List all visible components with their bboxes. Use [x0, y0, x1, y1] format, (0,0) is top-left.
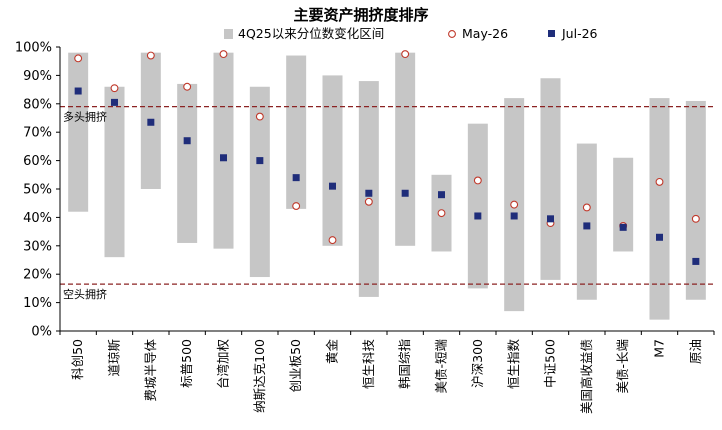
x-tick-label: 标普500: [179, 339, 194, 388]
range-bar: [104, 86, 125, 258]
may-marker: [74, 54, 83, 63]
legend-may-marker: [448, 30, 456, 38]
may-marker: [510, 200, 519, 209]
legend-range-label: 4Q25以来分位数变化区间: [238, 26, 384, 41]
y-tick-label: 40%: [23, 211, 52, 226]
range-bar: [358, 81, 379, 297]
jul-marker: [183, 137, 191, 145]
may-marker: [183, 82, 192, 91]
x-tick-label: 费城半导体: [143, 339, 158, 402]
x-tick-label: 美债-短端: [434, 339, 449, 394]
jul-marker: [329, 182, 336, 190]
range-bar: [467, 123, 488, 289]
may-marker: [255, 112, 264, 121]
x-tick-label: 黄金: [325, 339, 340, 365]
jul-marker: [147, 118, 155, 126]
x-tick-label: 恒生指数: [506, 339, 521, 390]
jul-marker: [401, 189, 409, 197]
legend: 4Q25以来分位数变化区间 May-26 Jul-26: [224, 26, 598, 41]
may-marker: [437, 209, 446, 218]
jul-marker: [583, 222, 591, 230]
legend-jul-marker: [548, 30, 555, 37]
y-tick-label: 80%: [23, 97, 52, 112]
range-bar: [177, 83, 198, 243]
x-tick-label: 科创50: [70, 339, 85, 380]
may-marker: [401, 50, 410, 59]
jul-marker: [656, 233, 663, 241]
may-marker: [110, 84, 119, 93]
may-marker: [473, 176, 482, 185]
x-tick-label: 美国高收益债: [579, 339, 594, 414]
y-tick-label: 20%: [23, 268, 52, 283]
y-tick-label: 90%: [23, 69, 52, 84]
jul-marker: [256, 157, 264, 165]
x-tick-label: M7: [652, 339, 667, 358]
jul-marker: [547, 215, 554, 223]
jul-marker: [220, 154, 227, 162]
y-tick-label: 50%: [23, 183, 52, 198]
y-tick-label: 10%: [23, 296, 52, 311]
may-marker: [219, 50, 228, 59]
x-tick-label: 台湾加权: [216, 339, 231, 390]
range-bar: [576, 143, 597, 300]
jul-marker: [111, 98, 118, 106]
range-bar: [685, 100, 706, 300]
x-tick-label: 沪深300: [470, 339, 485, 388]
range-bar: [68, 52, 89, 212]
x-tick-label: 恒生科技: [361, 339, 376, 390]
axes: 0% 10% 20% 30% 40% 50% 60% 70% 80% 90% 100% 科创50 道琼斯…: [15, 41, 715, 414]
range-bar: [322, 75, 343, 246]
may-marker: [364, 197, 373, 206]
x-tick-label: 原油: [688, 339, 703, 364]
x-tick-label: 中证500: [543, 339, 558, 388]
jul-marker: [292, 174, 300, 182]
jul-marker: [619, 223, 627, 231]
jul-marker: [692, 257, 700, 265]
x-tick-label: 美债-长端: [615, 339, 630, 394]
markers: [74, 50, 700, 265]
may-marker: [655, 177, 664, 186]
y-tick-label: 30%: [23, 239, 52, 254]
reference-line-label: 多头拥挤: [63, 110, 107, 124]
x-tick-label: 韩国综指: [397, 339, 412, 389]
y-tick-label: 70%: [23, 126, 52, 141]
x-tick-label: 道琼斯: [107, 339, 122, 377]
range-bar: [395, 52, 416, 246]
jul-marker: [365, 189, 373, 197]
x-tick-label: 纳斯达克100: [252, 339, 267, 413]
jul-marker: [510, 212, 518, 220]
may-marker: [292, 202, 301, 210]
jul-marker: [74, 87, 82, 95]
x-tick-label: 创业板50: [288, 339, 303, 392]
range-bar: [249, 86, 270, 278]
may-marker: [582, 203, 591, 212]
y-tick-label: 100%: [15, 41, 52, 56]
legend-jul-label: Jul-26: [561, 26, 598, 41]
range-bar: [286, 55, 307, 209]
legend-may-label: May-26: [462, 26, 508, 41]
chart-title: 主要资产拥挤度排序: [293, 6, 428, 24]
range-bar: [213, 52, 234, 249]
y-tick-label: 60%: [23, 154, 52, 169]
jul-marker: [438, 191, 445, 199]
range-bar: [613, 157, 634, 252]
may-marker: [146, 51, 155, 60]
may-marker: [691, 214, 700, 223]
y-tick-label: 0%: [31, 325, 52, 340]
jul-marker: [474, 212, 482, 220]
may-marker: [328, 236, 337, 245]
range-bar: [649, 98, 670, 320]
range-bar: [540, 78, 561, 280]
range-bars: [68, 52, 706, 320]
reference-line-label: 空头拥挤: [63, 287, 107, 301]
legend-range-swatch: [224, 29, 233, 39]
